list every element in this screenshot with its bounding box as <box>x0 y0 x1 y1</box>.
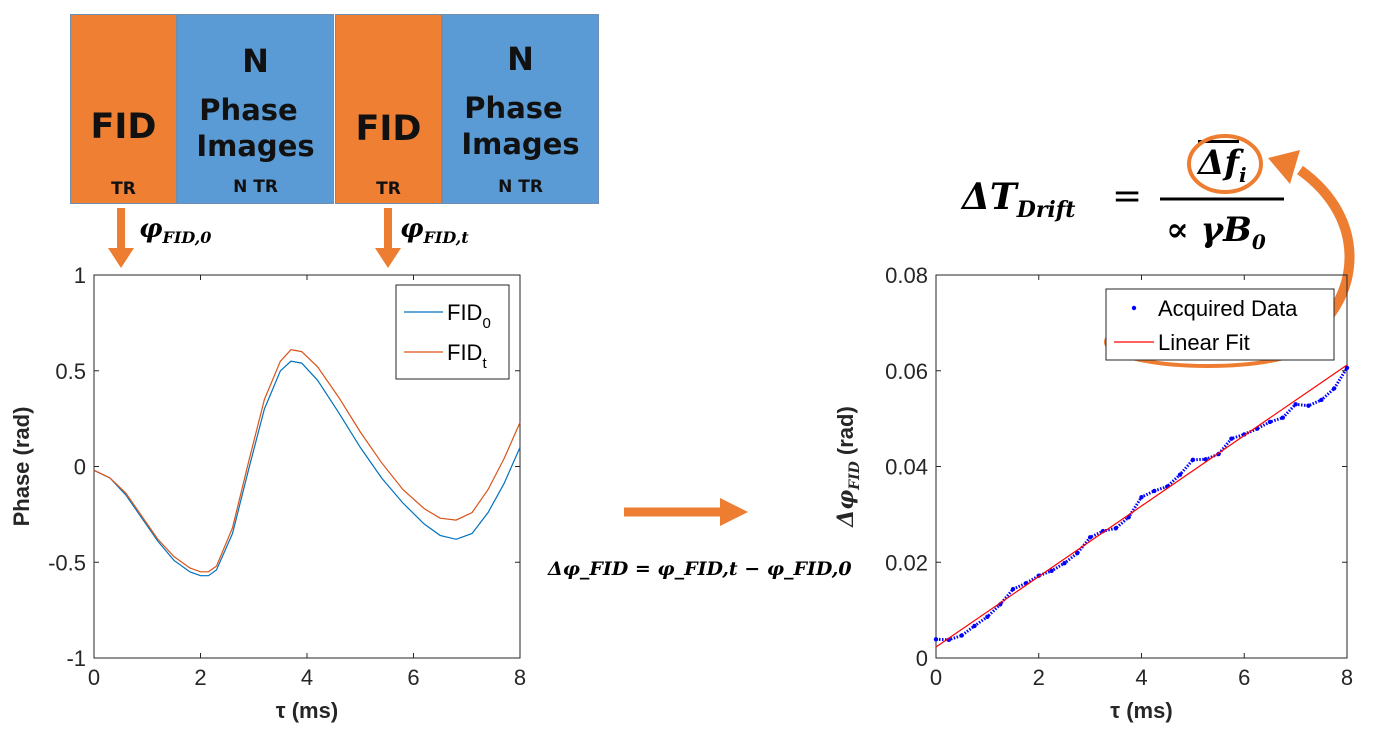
phi-fid0-label: φFID,0 <box>139 214 211 247</box>
phase-chart: 0 2 4 6 8-1-0.500.51τ (ms)Phase (rad)FID0FID… <box>9 263 526 723</box>
legend-box <box>1105 288 1335 361</box>
phase-block-1-ntr: N TR <box>233 177 278 197</box>
phi-fid0-sub: FID,0 <box>162 228 212 248</box>
phase-block-1-phase: Phase <box>199 93 298 127</box>
legend-marker <box>1131 305 1137 311</box>
x-tick-label: 6 <box>407 665 419 690</box>
right-arrow <box>624 498 748 526</box>
fid-block-2: FID TR <box>335 14 442 204</box>
series-line <box>93 349 521 573</box>
series-line <box>93 360 521 577</box>
phase-block-1-images: Images <box>196 129 315 163</box>
y-axis-label: Phase (rad) <box>9 407 34 527</box>
phase-block-2-n: N <box>507 40 534 78</box>
phase-block-2: N Phase Images N TR <box>442 14 599 204</box>
y-tick-label: 0.08 <box>885 263 928 288</box>
drift-lhs-sub: Drift <box>1016 197 1076 224</box>
y-tick-label: 0.06 <box>885 359 928 384</box>
drift-den-sub: 0 <box>1251 229 1266 254</box>
drift-den-main: ∝ γB <box>1166 210 1252 250</box>
legend-label: Acquired Data <box>1158 296 1298 321</box>
x-tick-label: 4 <box>301 665 313 690</box>
y-tick-label: 0 <box>74 455 86 480</box>
phi-fidt-sub: FID,t <box>423 228 469 248</box>
legend-label-main: FID <box>447 300 482 325</box>
x-tick-label: 8 <box>514 665 526 690</box>
fid-block-1-label: FID <box>90 107 157 147</box>
legend-box <box>395 284 510 380</box>
drift-num-main: Δf <box>1198 143 1240 183</box>
phase-block-2-images: Images <box>461 127 580 161</box>
y-tick-label: -1 <box>66 646 86 671</box>
x-axis-label: τ (ms) <box>276 698 338 723</box>
y-tick-label: 0.5 <box>55 359 86 384</box>
phase-block-1-n: N <box>242 42 269 80</box>
fid-block-1-tr: TR <box>111 179 136 199</box>
y-axis-label-unit: (rad) <box>833 406 858 461</box>
y-axis-label: ΔφFID (rad) <box>833 406 863 528</box>
fid-block-2-tr: TR <box>376 179 401 199</box>
fid-block-2-label: FID <box>355 109 422 149</box>
x-tick-label: 0 <box>930 665 942 690</box>
legend-label-sub: t <box>482 355 487 372</box>
phase-block-2-ntr: N TR <box>498 177 543 197</box>
drift-equals: = <box>1112 176 1143 217</box>
down-arrow-1 <box>108 208 134 268</box>
series-line <box>935 364 1348 648</box>
x-tick-label: 8 <box>1341 665 1353 690</box>
phi-fidt-label: φFID,t <box>400 214 469 247</box>
y-tick-label: 0 <box>916 646 928 671</box>
drift-numerator: Δfi <box>1198 143 1247 187</box>
y-tick-label: 1 <box>74 263 86 288</box>
drift-lhs: ΔTDrift <box>962 176 1075 223</box>
drift-num-sub: i <box>1239 162 1247 187</box>
phi-fidt-main: φ <box>400 214 424 244</box>
delta-phi-equation: Δφ_FID = φ_FID,t − φ_FID,0 <box>548 558 852 580</box>
y-axis-label-sub: FID <box>847 460 863 490</box>
x-tick-label: 2 <box>1033 665 1045 690</box>
y-tick-label: 0.02 <box>885 550 928 575</box>
numerator-highlight-circle <box>1187 134 1263 194</box>
x-tick-label: 6 <box>1238 665 1250 690</box>
legend-label: Linear Fit <box>1158 330 1250 355</box>
phase-block-1: N Phase Images N TR <box>177 14 334 204</box>
y-tick-label: 0.04 <box>885 455 928 480</box>
phase-block-2-phase: Phase <box>464 91 563 125</box>
y-axis-label-main: Δφ <box>833 490 859 528</box>
y-tick-label: -0.5 <box>48 550 86 575</box>
drift-lhs-main: ΔT <box>962 176 1017 218</box>
x-tick-label: 4 <box>1135 665 1147 690</box>
x-axis-label: τ (ms) <box>1110 698 1172 723</box>
down-arrow-2 <box>375 208 401 268</box>
curved-arrow-head <box>1268 150 1300 184</box>
phi-fid0-main: φ <box>139 214 163 244</box>
x-tick-label: 2 <box>194 665 206 690</box>
x-tick-label: 0 <box>88 665 100 690</box>
legend-label: FID0 <box>447 300 491 332</box>
legend-label-main: FID <box>447 340 482 365</box>
legend-label: FIDt <box>447 340 487 372</box>
data-trace <box>935 367 1349 642</box>
fid-block-1: FID TR <box>70 14 177 204</box>
data-point <box>1344 365 1350 371</box>
delta-phase-chart: 0 2 4 6 8 0 0.02 0.04 0.06 0.08 τ (ms) ΔφFID (rad) A… <box>833 263 1353 723</box>
drift-denominator: ∝ γB0 <box>1166 210 1266 254</box>
legend-label-sub: 0 <box>482 315 490 332</box>
